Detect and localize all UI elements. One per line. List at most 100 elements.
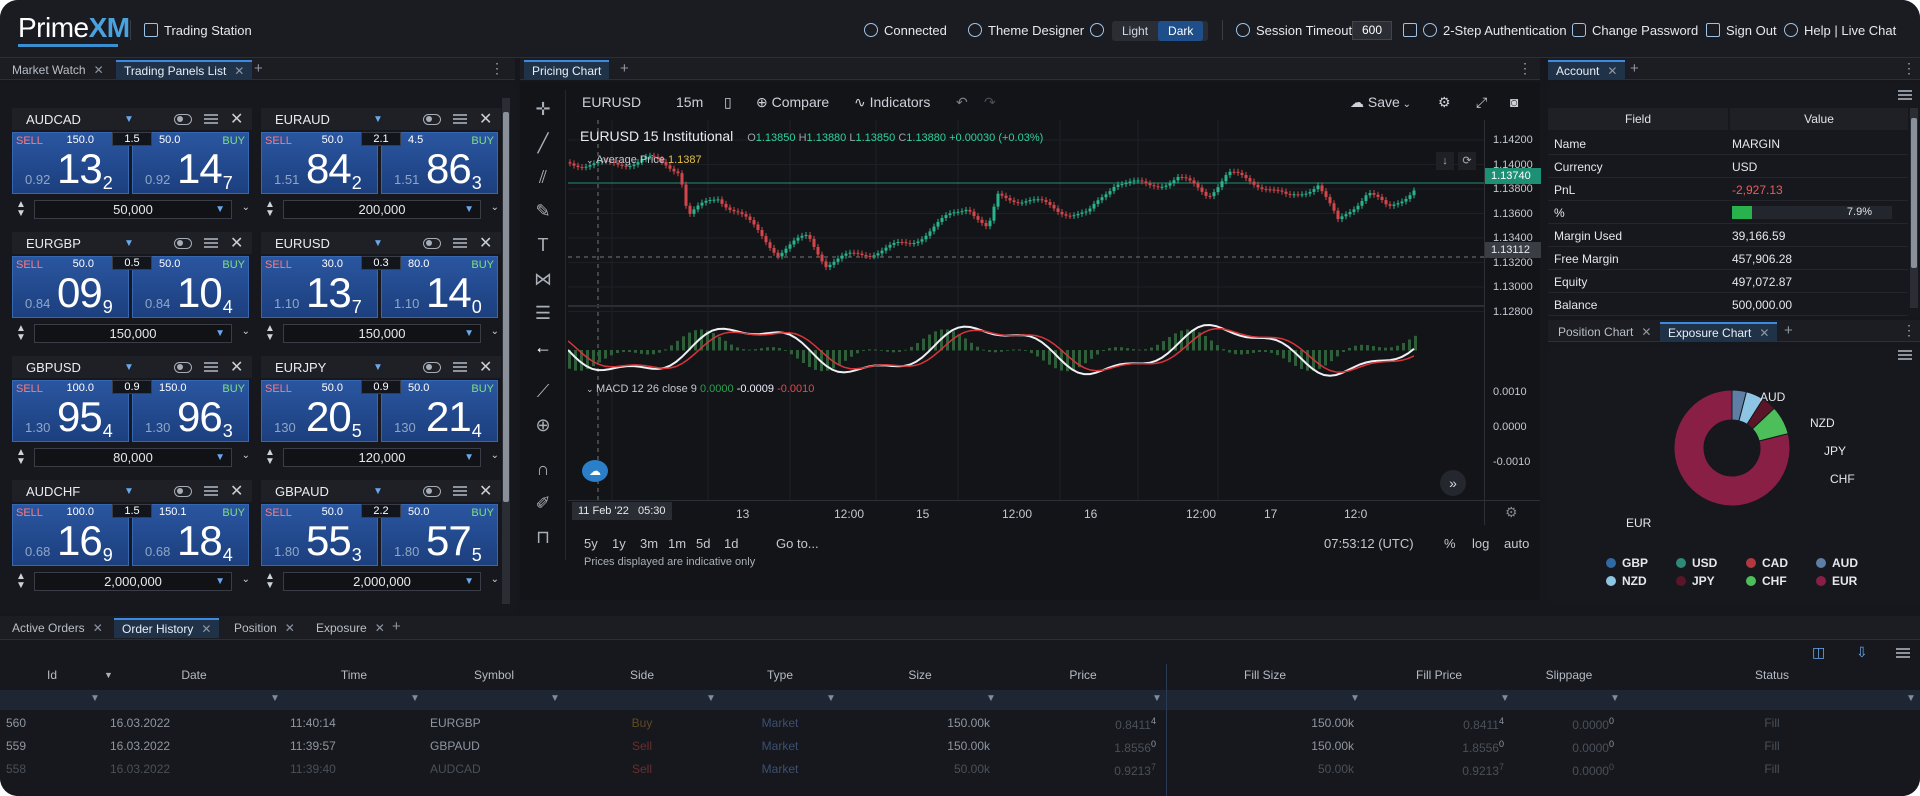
- col-price[interactable]: Price: [1069, 668, 1097, 682]
- chevron-down-icon[interactable]: ▼: [373, 362, 383, 373]
- chevron-down-icon[interactable]: ▼: [215, 328, 225, 339]
- filter-icon[interactable]: ▼: [986, 693, 996, 704]
- amount-input[interactable]: 2,000,000 ▼: [283, 572, 481, 591]
- close-icon[interactable]: ✕: [93, 63, 104, 77]
- chevron-down-icon[interactable]: ▼: [124, 238, 134, 249]
- toggle-icon[interactable]: [174, 362, 192, 373]
- stepper-icon[interactable]: ▲ ▼: [265, 323, 275, 343]
- save-button[interactable]: ☁ Save ⌄: [1350, 94, 1411, 110]
- menu-icon[interactable]: [204, 114, 218, 124]
- tab-position-chart[interactable]: Position Chart ✕: [1558, 325, 1652, 339]
- amount-input[interactable]: 2,000,000 ▼: [34, 572, 232, 591]
- close-icon[interactable]: ✕: [1641, 325, 1652, 339]
- stepper-icon[interactable]: ▲ ▼: [16, 199, 26, 219]
- close-icon[interactable]: ✕: [1759, 326, 1770, 340]
- stepper-icon[interactable]: ▲ ▼: [16, 571, 26, 591]
- col-status[interactable]: Status: [1754, 668, 1790, 682]
- sort-icon[interactable]: ▼: [104, 670, 113, 680]
- menu-icon[interactable]: [1898, 90, 1912, 100]
- chevron-down-icon[interactable]: ▼: [215, 204, 225, 215]
- zoom-in-icon[interactable]: ⊕: [535, 415, 551, 435]
- amount-input[interactable]: 150,000 ▼: [283, 324, 481, 343]
- filter-icon[interactable]: ▼: [1500, 693, 1510, 704]
- range-3m[interactable]: 3m: [640, 536, 659, 551]
- filter-icon[interactable]: ▼: [706, 693, 716, 704]
- pattern-icon[interactable]: ⋈: [534, 269, 552, 289]
- chevron-down-icon[interactable]: ⌄: [490, 450, 499, 461]
- exposure-donut[interactable]: [1672, 388, 1792, 508]
- kebab-menu-icon[interactable]: ⋮: [1518, 60, 1532, 76]
- tab-exposure[interactable]: Exposure ✕: [316, 621, 385, 635]
- filter-icon[interactable]: ▼: [270, 693, 280, 704]
- table-row[interactable]: 560 16.03.2022 11:40:14 EURGBP Buy Market 150.…: [0, 712, 1920, 734]
- change-password-button[interactable]: Change Password: [1572, 23, 1698, 38]
- amount-input[interactable]: 150,000 ▼: [34, 324, 232, 343]
- amount-input[interactable]: 200,000 ▼: [283, 200, 481, 219]
- add-tab-icon[interactable]: +: [1784, 322, 1793, 339]
- kebab-menu-icon[interactable]: ⋮: [490, 60, 504, 76]
- add-tab-icon[interactable]: +: [254, 60, 263, 77]
- price-plot[interactable]: [568, 120, 1484, 525]
- auto-scale-button[interactable]: auto: [1504, 536, 1530, 551]
- indicators-button[interactable]: ∿ Indicators: [854, 94, 931, 110]
- sell-button[interactable]: SELL 100.0 1.30 954: [12, 380, 129, 442]
- chevron-down-icon[interactable]: ▼: [124, 362, 134, 373]
- table-row[interactable]: 559 16.03.2022 11:39:57 GBPAUD Sell Market 150…: [0, 735, 1920, 757]
- toggle-icon[interactable]: [174, 114, 192, 125]
- col-time[interactable]: Time: [340, 668, 368, 682]
- chevron-down-icon[interactable]: ▼: [124, 486, 134, 497]
- chevron-down-icon[interactable]: ⌄: [241, 202, 250, 213]
- sell-button[interactable]: SELL 50.0 1.51 842: [261, 132, 378, 194]
- menu-icon[interactable]: [1898, 350, 1912, 360]
- table-row[interactable]: 558 16.03.2022 11:39:40 AUDCAD Sell Market 50.…: [0, 758, 1920, 780]
- legend-jpy[interactable]: JPY: [1676, 574, 1715, 588]
- menu-icon[interactable]: [453, 362, 467, 372]
- range-1m[interactable]: 1m: [668, 536, 687, 551]
- scrollbar-thumb[interactable]: [1911, 118, 1917, 268]
- lock-icon[interactable]: ⊓: [535, 527, 551, 547]
- menu-icon[interactable]: [453, 238, 467, 248]
- filter-icon[interactable]: ▼: [1350, 693, 1360, 704]
- lock-drawing-icon[interactable]: ✐: [535, 493, 551, 513]
- stepper-icon[interactable]: ▲ ▼: [265, 447, 275, 467]
- stepper-icon[interactable]: ▲ ▼: [265, 571, 275, 591]
- add-tab-icon[interactable]: +: [392, 618, 401, 635]
- tab-market-watch[interactable]: Market Watch ✕: [12, 63, 104, 77]
- col-fill-size[interactable]: Fill Size: [1243, 668, 1286, 682]
- cloud-sync-icon[interactable]: ☁: [582, 460, 608, 482]
- sell-button[interactable]: SELL 50.0 130 205: [261, 380, 378, 442]
- range-1d[interactable]: 1d: [724, 536, 739, 551]
- close-icon[interactable]: ✕: [230, 111, 244, 128]
- col-value[interactable]: Value: [1730, 108, 1908, 130]
- text-icon[interactable]: T: [537, 235, 549, 255]
- scroll-right-icon[interactable]: »: [1440, 470, 1466, 496]
- menu-icon[interactable]: [1896, 648, 1910, 658]
- chevron-down-icon[interactable]: ▼: [373, 486, 383, 497]
- interval-select[interactable]: 15m: [676, 94, 704, 110]
- trend-line-icon[interactable]: ╱: [537, 133, 549, 153]
- close-icon[interactable]: ✕: [230, 483, 244, 500]
- col-field[interactable]: Field: [1548, 108, 1728, 130]
- session-timeout-input[interactable]: 600: [1352, 21, 1392, 40]
- legend-nzd[interactable]: NZD: [1606, 574, 1647, 588]
- sell-button[interactable]: SELL 50.0 1.80 553: [261, 504, 378, 566]
- col-date[interactable]: Date: [181, 668, 207, 682]
- chevron-down-icon[interactable]: ▼: [464, 204, 474, 215]
- legend-gbp[interactable]: GBP: [1606, 556, 1648, 570]
- chevron-down-icon[interactable]: ▼: [464, 328, 474, 339]
- legend-usd[interactable]: USD: [1676, 556, 1717, 570]
- close-icon[interactable]: ✕: [234, 64, 245, 78]
- legend-eur[interactable]: EUR: [1816, 574, 1857, 588]
- theme-light-option[interactable]: Light: [1122, 24, 1149, 38]
- col-fill-price[interactable]: Fill Price: [1415, 668, 1462, 682]
- candle-type-icon[interactable]: ▯: [724, 94, 732, 110]
- undo-icon[interactable]: ↶: [956, 94, 968, 110]
- theme-switch[interactable]: Light Dark: [1112, 21, 1208, 41]
- col-size[interactable]: Size: [908, 668, 932, 682]
- col-side[interactable]: Side: [629, 668, 655, 682]
- col-id[interactable]: Id: [46, 668, 57, 682]
- toggle-icon[interactable]: [423, 114, 441, 125]
- close-icon[interactable]: ✕: [479, 235, 493, 252]
- legend-aud[interactable]: AUD: [1816, 556, 1858, 570]
- close-icon[interactable]: ✕: [374, 621, 385, 635]
